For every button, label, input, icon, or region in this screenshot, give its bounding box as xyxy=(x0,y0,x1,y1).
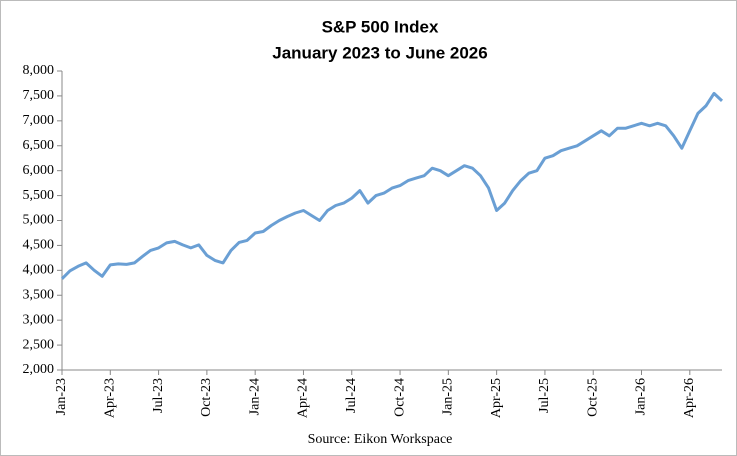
y-tick-label: 6,500 xyxy=(23,138,55,153)
y-tick-label: 6,000 xyxy=(23,163,55,178)
y-tick-label: 4,500 xyxy=(23,238,55,253)
y-tick-label: 7,500 xyxy=(23,88,55,103)
chart-subtitle: January 2023 to June 2026 xyxy=(272,43,487,62)
x-tick-label: Oct-23 xyxy=(199,378,214,417)
chart-title: S&P 500 Index xyxy=(322,17,439,36)
x-tick-label: Jan-25 xyxy=(441,378,456,415)
y-tick-label: 2,500 xyxy=(23,337,55,352)
y-tick-label: 3,500 xyxy=(23,287,55,302)
y-tick-label: 4,000 xyxy=(23,263,55,278)
y-tick-label: 2,000 xyxy=(23,362,55,377)
x-tick-label: Jan-23 xyxy=(54,378,69,415)
x-tick-label: Apr-24 xyxy=(296,378,311,418)
y-tick-label: 5,000 xyxy=(23,213,55,228)
x-tick-label: Jul-25 xyxy=(537,378,552,413)
data-line xyxy=(60,91,724,280)
x-tick-label: Jul-24 xyxy=(344,378,359,413)
x-tick-label: Apr-26 xyxy=(682,378,697,418)
x-tick-label: Jan-24 xyxy=(247,378,262,415)
source-note: Source: Eikon Workspace xyxy=(308,432,453,447)
x-tick-label: Apr-23 xyxy=(103,378,118,418)
x-tick-label: Oct-25 xyxy=(585,378,600,417)
x-tick-label: Jan-26 xyxy=(634,378,649,415)
x-tick-label: Jul-23 xyxy=(151,378,166,413)
y-tick-label: 8,000 xyxy=(23,63,55,78)
y-tick-label: 7,000 xyxy=(23,113,55,128)
x-tick-label: Apr-25 xyxy=(489,378,504,418)
y-tick-label: 5,500 xyxy=(23,188,55,203)
x-tick-label: Oct-24 xyxy=(392,378,407,417)
y-tick-label: 3,000 xyxy=(23,312,55,327)
